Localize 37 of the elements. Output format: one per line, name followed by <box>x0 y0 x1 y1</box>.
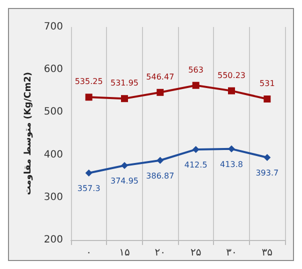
x-tick-label: ۲۰ <box>154 248 166 258</box>
data-label: 386.87 <box>146 171 174 180</box>
point <box>228 87 235 94</box>
y-tick-label: 700 <box>44 22 63 32</box>
x-tick-label: ۱۵ <box>119 248 130 258</box>
y-tick-label: 600 <box>44 64 63 76</box>
data-label: 393.7 <box>256 168 279 178</box>
point <box>85 169 92 176</box>
data-label: 535.25 <box>74 77 103 86</box>
point <box>192 82 200 89</box>
y-tick-label: 300 <box>44 192 63 203</box>
data-label: 357.3 <box>77 184 100 193</box>
point <box>264 95 271 102</box>
point <box>228 145 235 152</box>
data-label: 374.95 <box>110 176 138 186</box>
point <box>156 156 164 164</box>
point <box>85 94 92 101</box>
y-tick-label: 500 <box>44 106 63 118</box>
x-tick-label: ۰ <box>86 248 92 258</box>
point <box>264 154 271 161</box>
point <box>192 146 200 153</box>
x-tick-label: ۳۰ <box>226 248 237 258</box>
point <box>121 162 128 169</box>
y-tick-label: 400 <box>44 149 63 160</box>
point <box>121 95 128 102</box>
data-label: 563 <box>188 65 204 74</box>
y-tick-label: 200 <box>44 234 63 246</box>
data-label: 550.23 <box>218 70 246 80</box>
data-label: 531 <box>260 78 275 88</box>
y-axis-title: متوسط مقاومت (Kg/Cm2) <box>24 72 34 195</box>
data-label: 412.5 <box>184 160 208 170</box>
data-label: 546.47 <box>146 72 174 82</box>
point <box>156 88 164 96</box>
data-label: 413.8 <box>220 160 243 169</box>
x-tick-label: ۲۵ <box>190 248 202 258</box>
data-label: 531.95 <box>110 78 138 88</box>
x-tick-label: ۳۵ <box>262 248 273 258</box>
